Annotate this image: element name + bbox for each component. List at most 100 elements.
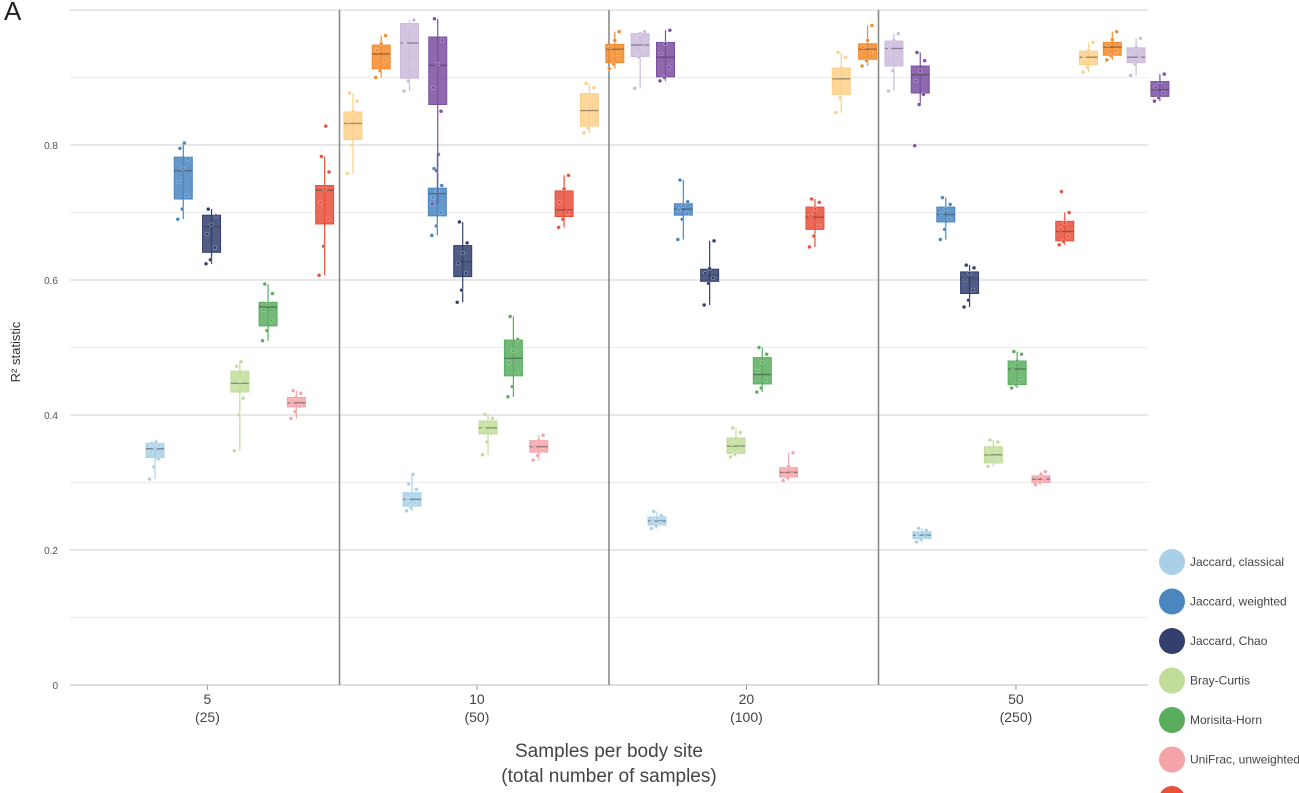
- data-point: [438, 210, 443, 215]
- data-point: [659, 513, 664, 518]
- data-point: [1113, 48, 1118, 53]
- data-point: [435, 61, 440, 67]
- legend-label: Jaccard, weighted: [1190, 595, 1287, 609]
- legend-swatch: [1160, 786, 1184, 793]
- data-point: [270, 291, 275, 296]
- data-point: [653, 523, 658, 528]
- data-point: [413, 500, 418, 505]
- data-point: [407, 24, 412, 29]
- data-point: [1132, 61, 1138, 67]
- data-point: [1038, 472, 1043, 477]
- data-point: [260, 338, 265, 343]
- data-point: [1085, 65, 1090, 70]
- data-point: [677, 178, 683, 183]
- data-point: [1010, 365, 1015, 370]
- data-point: [505, 394, 510, 399]
- data-point: [785, 475, 790, 480]
- data-point: [346, 119, 351, 124]
- data-point: [557, 200, 562, 205]
- data-point: [914, 539, 919, 544]
- series-bray-curtis: [230, 359, 1003, 469]
- legend: Jaccard, classical Jaccard, weighted Jacca…: [1159, 549, 1299, 793]
- data-point: [985, 464, 990, 469]
- data-point: [991, 445, 996, 450]
- data-point: [964, 263, 969, 268]
- data-point: [349, 142, 354, 148]
- data-point: [812, 207, 817, 212]
- data-point: [781, 478, 786, 483]
- data-point: [157, 442, 162, 447]
- data-point: [868, 49, 873, 54]
- series-jaccard-classical: [145, 439, 932, 544]
- series-unifrac-weighted: [315, 124, 1075, 278]
- data-point: [355, 99, 360, 104]
- data-point: [345, 171, 350, 176]
- data-point: [833, 110, 838, 115]
- data-point: [817, 200, 822, 205]
- data-point: [582, 105, 588, 110]
- data-point: [403, 41, 408, 46]
- data-point: [440, 38, 445, 43]
- data-point: [1042, 477, 1047, 482]
- data-point: [1137, 56, 1142, 61]
- data-point: [612, 38, 617, 43]
- data-point: [1033, 482, 1038, 487]
- legend-label: UniFrac, unweighted: [1190, 753, 1299, 767]
- data-point: [430, 195, 436, 200]
- data-point: [940, 195, 945, 200]
- data-point: [152, 445, 158, 450]
- data-point: [962, 304, 967, 310]
- data-point: [632, 86, 637, 91]
- data-point: [616, 51, 621, 56]
- x-tick-label: 5: [204, 691, 212, 707]
- data-point: [347, 90, 352, 96]
- box: [752, 357, 772, 385]
- data-point: [912, 143, 917, 148]
- series-morisita-horn: [258, 281, 1027, 399]
- data-point: [702, 302, 707, 308]
- data-point: [374, 48, 379, 53]
- data-point: [411, 472, 416, 477]
- data-point: [676, 207, 681, 212]
- data-point: [759, 385, 764, 391]
- data-point: [809, 196, 814, 202]
- legend-swatch: [1159, 667, 1185, 694]
- data-point: [322, 186, 327, 191]
- data-point: [463, 271, 469, 276]
- data-point: [711, 238, 717, 243]
- data-point: [149, 441, 154, 446]
- data-point: [180, 207, 185, 212]
- box: [1102, 41, 1122, 56]
- data-point: [237, 379, 242, 384]
- data-point: [1057, 242, 1062, 247]
- data-point: [431, 85, 436, 90]
- data-point: [1086, 48, 1091, 53]
- data-point: [147, 477, 152, 482]
- group-separators: [338, 10, 880, 685]
- data-point: [789, 472, 794, 477]
- data-point: [242, 371, 247, 376]
- data-point: [326, 169, 332, 175]
- data-point: [860, 63, 865, 69]
- data-point: [971, 265, 977, 270]
- data-point: [515, 337, 520, 342]
- data-point: [966, 298, 971, 303]
- data-point: [432, 16, 437, 21]
- data-point: [887, 45, 892, 50]
- data-point: [325, 217, 331, 222]
- data-point: [1089, 58, 1094, 63]
- data-point: [1104, 57, 1109, 62]
- data-point: [289, 399, 295, 404]
- x-tick-sublabel: (50): [464, 709, 489, 725]
- data-point: [675, 237, 680, 242]
- data-point: [485, 421, 491, 426]
- data-point: [886, 88, 891, 94]
- data-point: [262, 281, 267, 287]
- data-point: [835, 50, 841, 55]
- box: [831, 67, 851, 95]
- y-axis-ticks: 0 0.2 0.4 0.6 0.8: [44, 141, 58, 692]
- data-point: [922, 58, 927, 63]
- data-point: [1015, 358, 1020, 364]
- y-axis-label: R² statistic: [8, 321, 23, 382]
- data-point: [1162, 72, 1167, 77]
